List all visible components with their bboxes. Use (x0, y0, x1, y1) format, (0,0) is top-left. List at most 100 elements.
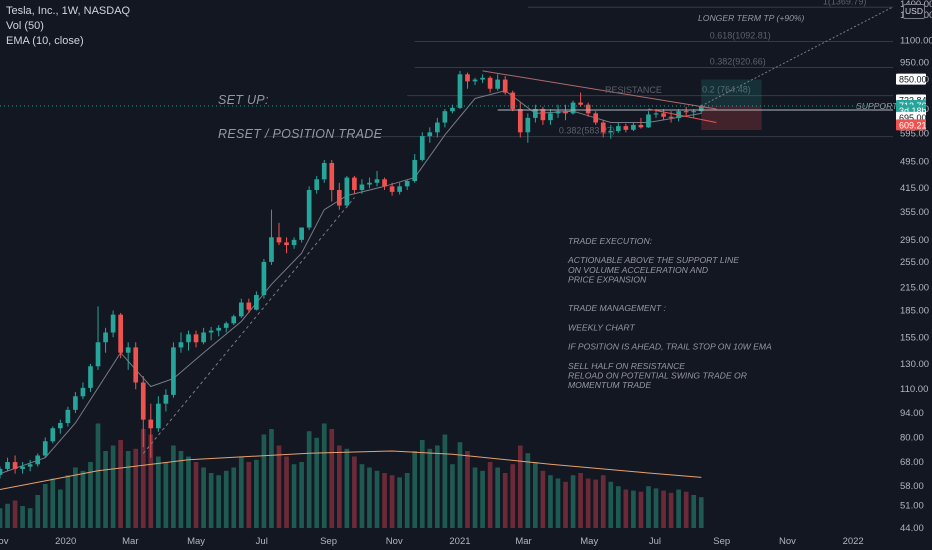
legend-volume[interactable]: Vol (50) (6, 20, 44, 32)
candle-body (480, 77, 485, 80)
y-tick-label: 44.00 (900, 523, 924, 534)
volume-bar (585, 478, 591, 528)
fib-level-label: 0.382(920.66) (710, 56, 766, 66)
volume-bar (110, 445, 116, 528)
volume-bar (668, 492, 674, 528)
volume-bar (133, 448, 139, 528)
volume-bar (65, 475, 71, 528)
candle-body (540, 108, 546, 121)
candle-body (178, 342, 184, 348)
candle-body (50, 428, 56, 442)
candle-body (427, 132, 433, 137)
candle-body (600, 122, 606, 133)
candle-body (171, 347, 176, 395)
volume-bar (495, 467, 501, 528)
trade-plan-line: SELL HALF ON RESISTANCE (568, 361, 685, 371)
trade-plan-line: RELOAD ON POTENTIAL SWING TRADE OR (568, 370, 747, 380)
candle-body (208, 330, 214, 333)
candle-body (412, 159, 418, 182)
volume-bar (698, 497, 704, 528)
stop-trendline (648, 108, 717, 124)
volume-bar (533, 462, 538, 528)
y-tick-label: 185.00 (900, 306, 929, 317)
price-tag-label: 609.21 (899, 120, 927, 130)
candle-body (321, 162, 327, 180)
candle-body (374, 179, 380, 183)
candle-body (148, 419, 154, 429)
trade-plan-line: MOMENTUM TRADE (568, 380, 651, 390)
fib-level-label: 0.2 (764.48) (702, 85, 751, 95)
candle-body (533, 108, 538, 118)
volume-bar (502, 473, 508, 528)
volume-bar (269, 429, 274, 528)
candle-body (517, 108, 523, 133)
y-tick-label: 595.00 (900, 129, 929, 140)
x-tick-label: Nov (0, 536, 9, 547)
currency-label[interactable]: USD (903, 4, 925, 19)
fib-levels: 1(1369.79) 0.618(1092.81) 0.382(920.66) 0.2… (263, 0, 893, 138)
price-tag-bg (896, 73, 926, 85)
candle-body (593, 113, 599, 123)
volume-bar (231, 467, 237, 528)
x-tick-label: Mar (122, 536, 138, 547)
volume-bar (540, 470, 546, 528)
volume-bar (442, 434, 448, 528)
candle-body (698, 105, 704, 112)
candle-body (35, 455, 41, 465)
volume-bar (631, 490, 636, 528)
indicator-lines (0, 90, 702, 490)
candle-body (563, 111, 568, 114)
volume-bar (42, 484, 48, 528)
candle-body (495, 79, 501, 89)
y-tick-label: 58.00 (900, 481, 924, 492)
y-tick-label: 215.00 (900, 283, 929, 294)
fib-level-label: 0.382(583.27) (559, 126, 615, 136)
candle-body (661, 113, 666, 117)
candle-body (638, 124, 644, 128)
candle-body (548, 113, 553, 121)
candle-body (216, 327, 222, 331)
candle-body (397, 186, 402, 192)
volume-bar (487, 462, 493, 528)
setup-subtitle: RESET / POSITION TRADE (218, 127, 383, 141)
candle-body (389, 186, 395, 192)
candle-body (65, 409, 71, 424)
ema10-line (0, 90, 702, 475)
volume-bar (397, 477, 402, 528)
volume-bar (321, 423, 327, 528)
volume-bar (27, 508, 33, 528)
candle-body (5, 462, 10, 469)
volume-bar (299, 462, 304, 528)
candle-body (110, 314, 116, 333)
candle-body (42, 441, 48, 456)
volume-bar (329, 429, 335, 528)
candle-body (631, 124, 636, 130)
volume-bar (254, 459, 259, 528)
volume-bar (156, 456, 161, 528)
candle-body (231, 316, 237, 324)
legend-ema[interactable]: EMA (10, close) (6, 35, 84, 47)
candle-body (404, 181, 410, 187)
volume-bar (472, 467, 478, 528)
volume-bar (171, 445, 176, 528)
candle-body (73, 396, 78, 410)
y-tick-label: 495.00 (900, 156, 929, 167)
volume-bar (238, 456, 244, 528)
candle-body (118, 314, 123, 353)
candle-body (691, 111, 697, 113)
candle-body (88, 366, 93, 388)
volume-bar (80, 470, 86, 528)
candle-body (435, 122, 440, 133)
candle-body (450, 107, 455, 112)
volume-bar (563, 481, 568, 528)
x-tick-label: May (187, 536, 205, 547)
volume-bar (73, 467, 78, 528)
volume-bar (510, 464, 516, 528)
legend-symbol[interactable]: Tesla, Inc., 1W, NASDAQ (6, 5, 131, 17)
volume-bar (95, 423, 101, 528)
candle-body (163, 394, 169, 404)
candle-body (344, 177, 350, 206)
volume-bar (344, 448, 350, 528)
y-tick-label: 51.00 (900, 501, 924, 512)
